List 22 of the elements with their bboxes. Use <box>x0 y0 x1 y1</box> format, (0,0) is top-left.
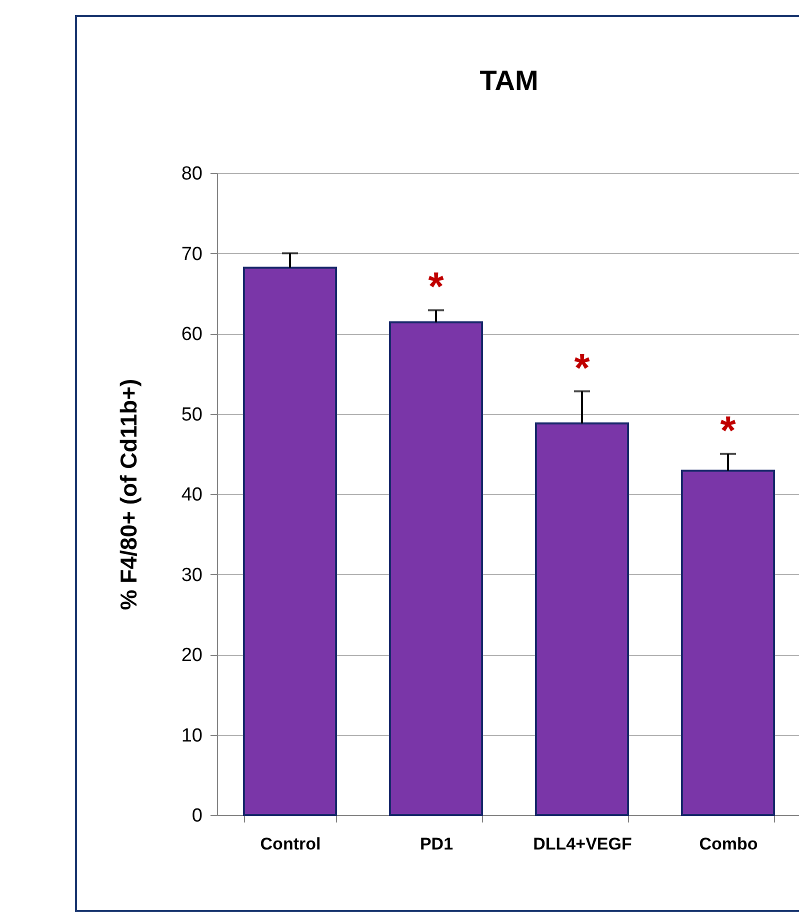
bar <box>535 422 629 816</box>
y-tick-label: 0 <box>192 806 202 826</box>
x-tick-label: Control <box>260 834 321 854</box>
annotation: * <box>574 346 590 390</box>
x-tick-label: PD1 <box>420 834 454 854</box>
chart-title: TAM <box>480 65 538 96</box>
y-tick-label: 40 <box>181 484 202 506</box>
y-tick-label: 80 <box>181 164 202 184</box>
bar <box>389 321 483 816</box>
y-tick-label: 30 <box>181 564 202 586</box>
y-axis-title: % F4/80+ (of Cd11b+) <box>115 378 142 610</box>
annotation: * <box>428 265 444 310</box>
bar <box>243 266 337 816</box>
y-tick-label: 50 <box>181 404 202 426</box>
y-tick-label: 60 <box>181 324 202 345</box>
y-tick-label: 20 <box>181 645 202 666</box>
x-tick-label: Combo <box>699 834 758 854</box>
bar <box>681 470 775 816</box>
y-tick-label: 10 <box>181 725 202 746</box>
y-tick-label: 70 <box>181 244 202 265</box>
x-tick-label: DLL4+VEGF <box>533 834 632 854</box>
annotation: * <box>720 408 736 453</box>
